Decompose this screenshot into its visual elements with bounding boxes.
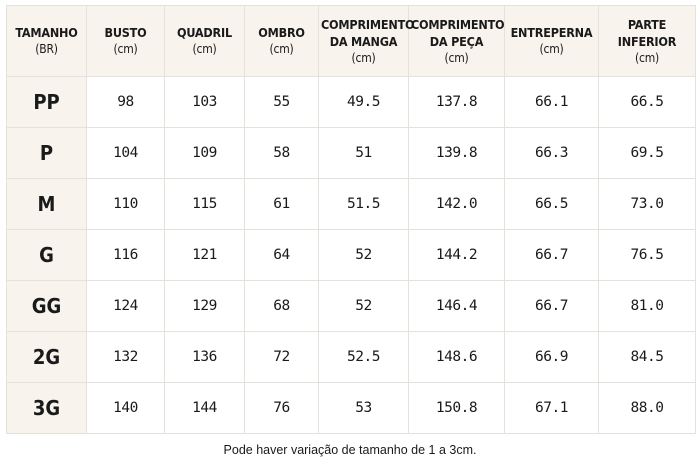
size-table: TAMANHO (BR) BUSTO (cm) QUADRIL (cm) OMBRO (… xyxy=(6,5,696,434)
table-row: 3G 140 144 76 53 150.8 67.1 88.0 xyxy=(6,382,696,434)
table-row: GG 124 129 68 52 146.4 66.7 81.0 xyxy=(6,280,696,332)
table-row: G 116 121 64 52 144.2 66.7 76.5 xyxy=(6,229,696,281)
manga-cell: 53 xyxy=(318,382,409,434)
manga-cell: 51.5 xyxy=(318,178,409,230)
parte-inferior-cell: 81.0 xyxy=(598,280,696,332)
peca-cell: 137.8 xyxy=(408,76,505,128)
peca-cell: 148.6 xyxy=(408,331,505,383)
quadril-cell: 129 xyxy=(164,280,245,332)
quadril-cell: 136 xyxy=(164,331,245,383)
parte-inferior-cell: 66.5 xyxy=(598,76,696,128)
size-label: G xyxy=(6,229,87,281)
peca-cell: 150.8 xyxy=(408,382,505,434)
ombro-cell: 68 xyxy=(244,280,319,332)
quadril-cell: 144 xyxy=(164,382,245,434)
peca-cell: 139.8 xyxy=(408,127,505,179)
header-unit: (cm) xyxy=(539,42,564,56)
manga-cell: 52 xyxy=(318,280,409,332)
parte-inferior-cell: 73.0 xyxy=(598,178,696,230)
header-comprimento-peca: COMPRIMENTO DA PEÇA (cm) xyxy=(408,5,505,77)
ombro-cell: 64 xyxy=(244,229,319,281)
header-unit: (BR) xyxy=(35,42,58,56)
entreperna-cell: 67.1 xyxy=(504,382,599,434)
entreperna-cell: 66.9 xyxy=(504,331,599,383)
table-header: TAMANHO (BR) BUSTO (cm) QUADRIL (cm) OMBRO (… xyxy=(6,5,696,77)
table-row: P 104 109 58 51 139.8 66.3 69.5 xyxy=(6,127,696,179)
header-tamanho: TAMANHO (BR) xyxy=(6,5,87,77)
header-label: ENTREPERNA xyxy=(510,25,593,40)
parte-inferior-cell: 84.5 xyxy=(598,331,696,383)
header-label: OMBRO xyxy=(258,25,305,40)
table-body: PP 98 103 55 49.5 137.8 66.1 66.5 P 104 … xyxy=(6,76,696,434)
busto-cell: 104 xyxy=(86,127,165,179)
header-unit: (cm) xyxy=(444,50,469,65)
entreperna-cell: 66.7 xyxy=(504,280,599,332)
busto-cell: 140 xyxy=(86,382,165,434)
manga-cell: 49.5 xyxy=(318,76,409,128)
busto-cell: 132 xyxy=(86,331,165,383)
quadril-cell: 109 xyxy=(164,127,245,179)
header-label: TAMANHO xyxy=(15,25,78,40)
peca-cell: 146.4 xyxy=(408,280,505,332)
quadril-cell: 103 xyxy=(164,76,245,128)
busto-cell: 98 xyxy=(86,76,165,128)
header-entreperna: ENTREPERNA (cm) xyxy=(504,5,599,77)
header-unit: (cm) xyxy=(269,42,294,56)
header-unit: (cm) xyxy=(113,42,138,56)
header-label: COMPRIMENTO DA MANGA xyxy=(321,16,415,49)
table-row: 2G 132 136 72 52.5 148.6 66.9 84.5 xyxy=(6,331,696,383)
ombro-cell: 72 xyxy=(244,331,319,383)
manga-cell: 52.5 xyxy=(318,331,409,383)
header-unit: (cm) xyxy=(351,50,376,65)
header-busto: BUSTO (cm) xyxy=(86,5,165,77)
entreperna-cell: 66.7 xyxy=(504,229,599,281)
header-unit: (cm) xyxy=(192,42,217,56)
size-label: GG xyxy=(6,280,87,332)
size-label: M xyxy=(6,178,87,230)
size-variation-note: Pode haver variação de tamanho de 1 a 3c… xyxy=(223,443,477,457)
header-row: TAMANHO (BR) BUSTO (cm) QUADRIL (cm) OMBRO (… xyxy=(6,5,696,77)
manga-cell: 51 xyxy=(318,127,409,179)
manga-cell: 52 xyxy=(318,229,409,281)
busto-cell: 124 xyxy=(86,280,165,332)
header-parte-inferior: PARTE INFERIOR (cm) xyxy=(598,5,696,77)
parte-inferior-cell: 69.5 xyxy=(598,127,696,179)
table-row: M 110 115 61 51.5 142.0 66.5 73.0 xyxy=(6,178,696,230)
size-label: P xyxy=(6,127,87,179)
ombro-cell: 61 xyxy=(244,178,319,230)
header-quadril: QUADRIL (cm) xyxy=(164,5,245,77)
ombro-cell: 76 xyxy=(244,382,319,434)
peca-cell: 142.0 xyxy=(408,178,505,230)
size-label: 3G xyxy=(6,382,87,434)
busto-cell: 110 xyxy=(86,178,165,230)
header-comprimento-manga: COMPRIMENTO DA MANGA (cm) xyxy=(318,5,415,77)
parte-inferior-cell: 88.0 xyxy=(598,382,696,434)
ombro-cell: 55 xyxy=(244,76,319,128)
size-label: PP xyxy=(6,76,87,128)
header-label: COMPRIMENTO DA PEÇA xyxy=(411,16,505,49)
header-label: PARTE INFERIOR xyxy=(617,16,677,49)
quadril-cell: 121 xyxy=(164,229,245,281)
size-chart: TAMANHO (BR) BUSTO (cm) QUADRIL (cm) OMBRO (… xyxy=(6,5,696,434)
size-label: 2G xyxy=(6,331,87,383)
peca-cell: 144.2 xyxy=(408,229,505,281)
header-label: QUADRIL xyxy=(177,25,232,40)
entreperna-cell: 66.5 xyxy=(504,178,599,230)
ombro-cell: 58 xyxy=(244,127,319,179)
table-row: PP 98 103 55 49.5 137.8 66.1 66.5 xyxy=(6,76,696,128)
header-unit: (cm) xyxy=(634,50,660,65)
entreperna-cell: 66.1 xyxy=(504,76,599,128)
entreperna-cell: 66.3 xyxy=(504,127,599,179)
parte-inferior-cell: 76.5 xyxy=(598,229,696,281)
busto-cell: 116 xyxy=(86,229,165,281)
header-label: BUSTO xyxy=(104,25,147,40)
header-ombro: OMBRO (cm) xyxy=(244,5,319,77)
quadril-cell: 115 xyxy=(164,178,245,230)
